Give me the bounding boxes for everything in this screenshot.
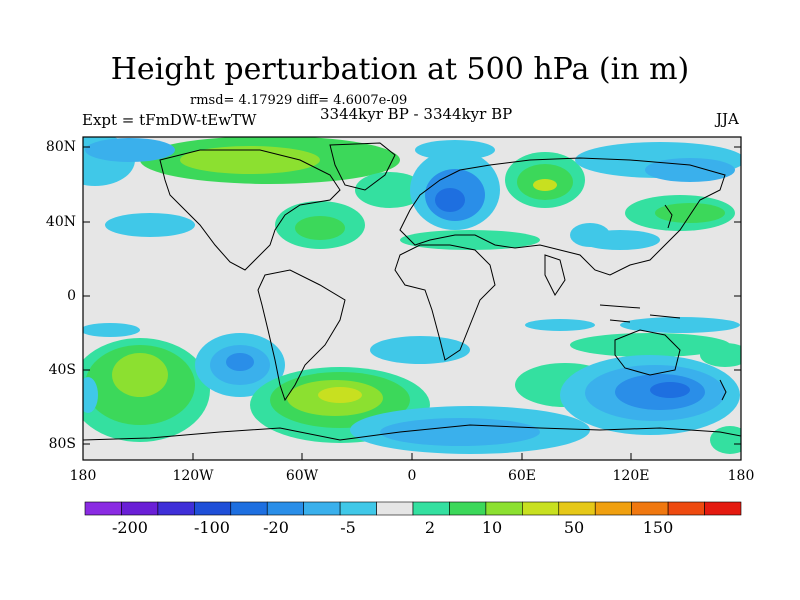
colorbar-swatch: [84, 501, 122, 516]
expt-label: Expt = tFmDW-tEwTW: [82, 111, 257, 129]
lat-label: 40S: [48, 362, 76, 378]
colorbar-swatch: [449, 501, 487, 516]
coastlines: [83, 142, 741, 441]
colorbar-swatch: [157, 501, 195, 516]
colorbar-swatch: [667, 501, 705, 516]
colorbar-swatch: [376, 501, 414, 516]
colorbar-swatch: [412, 501, 450, 516]
lon-label: 60E: [507, 468, 537, 484]
lon-label: 180: [69, 468, 97, 484]
colorbar-swatch: [594, 501, 632, 516]
lat-label: 80S: [48, 436, 76, 452]
lon-label: 120W: [172, 468, 214, 484]
colorbar-swatch: [194, 501, 232, 516]
lat-label: 40N: [45, 214, 76, 230]
colorbar-swatch: [121, 501, 159, 516]
contour-field: [83, 137, 741, 454]
lon-label: 120E: [612, 468, 650, 484]
period-label: 3344kyr BP - 3344kyr BP: [320, 105, 513, 123]
colorbar-label: -20: [263, 518, 289, 537]
axis-ticks: [82, 146, 742, 460]
colorbar-label: -5: [340, 518, 356, 537]
colorbar: [84, 501, 742, 516]
season-label: JJA: [716, 110, 739, 128]
colorbar-label: -100: [194, 518, 230, 537]
lon-label: 180: [727, 468, 755, 484]
colorbar-label: 50: [563, 518, 585, 537]
colorbar-swatch: [230, 501, 268, 516]
colorbar-swatch: [339, 501, 377, 516]
lon-label: 60W: [285, 468, 319, 484]
colorbar-label: 2: [424, 518, 436, 537]
colorbar-swatch: [485, 501, 523, 516]
plot-title: Height perturbation at 500 hPa (in m): [110, 52, 690, 87]
colorbar-swatch: [266, 501, 304, 516]
colorbar-swatch: [558, 501, 596, 516]
lat-label: 80N: [45, 139, 76, 155]
lat-label: 0: [67, 288, 76, 304]
colorbar-swatch: [522, 501, 560, 516]
lon-label: 0: [407, 468, 417, 484]
colorbar-label: -200: [112, 518, 148, 537]
colorbar-swatch: [631, 501, 669, 516]
colorbar-label: 150: [642, 518, 674, 537]
colorbar-swatch: [303, 501, 341, 516]
colorbar-swatch: [704, 501, 742, 516]
colorbar-label: 10: [481, 518, 503, 537]
stats-text: rmsd= 4.17929 diff= 4.6007e-09: [190, 93, 408, 108]
